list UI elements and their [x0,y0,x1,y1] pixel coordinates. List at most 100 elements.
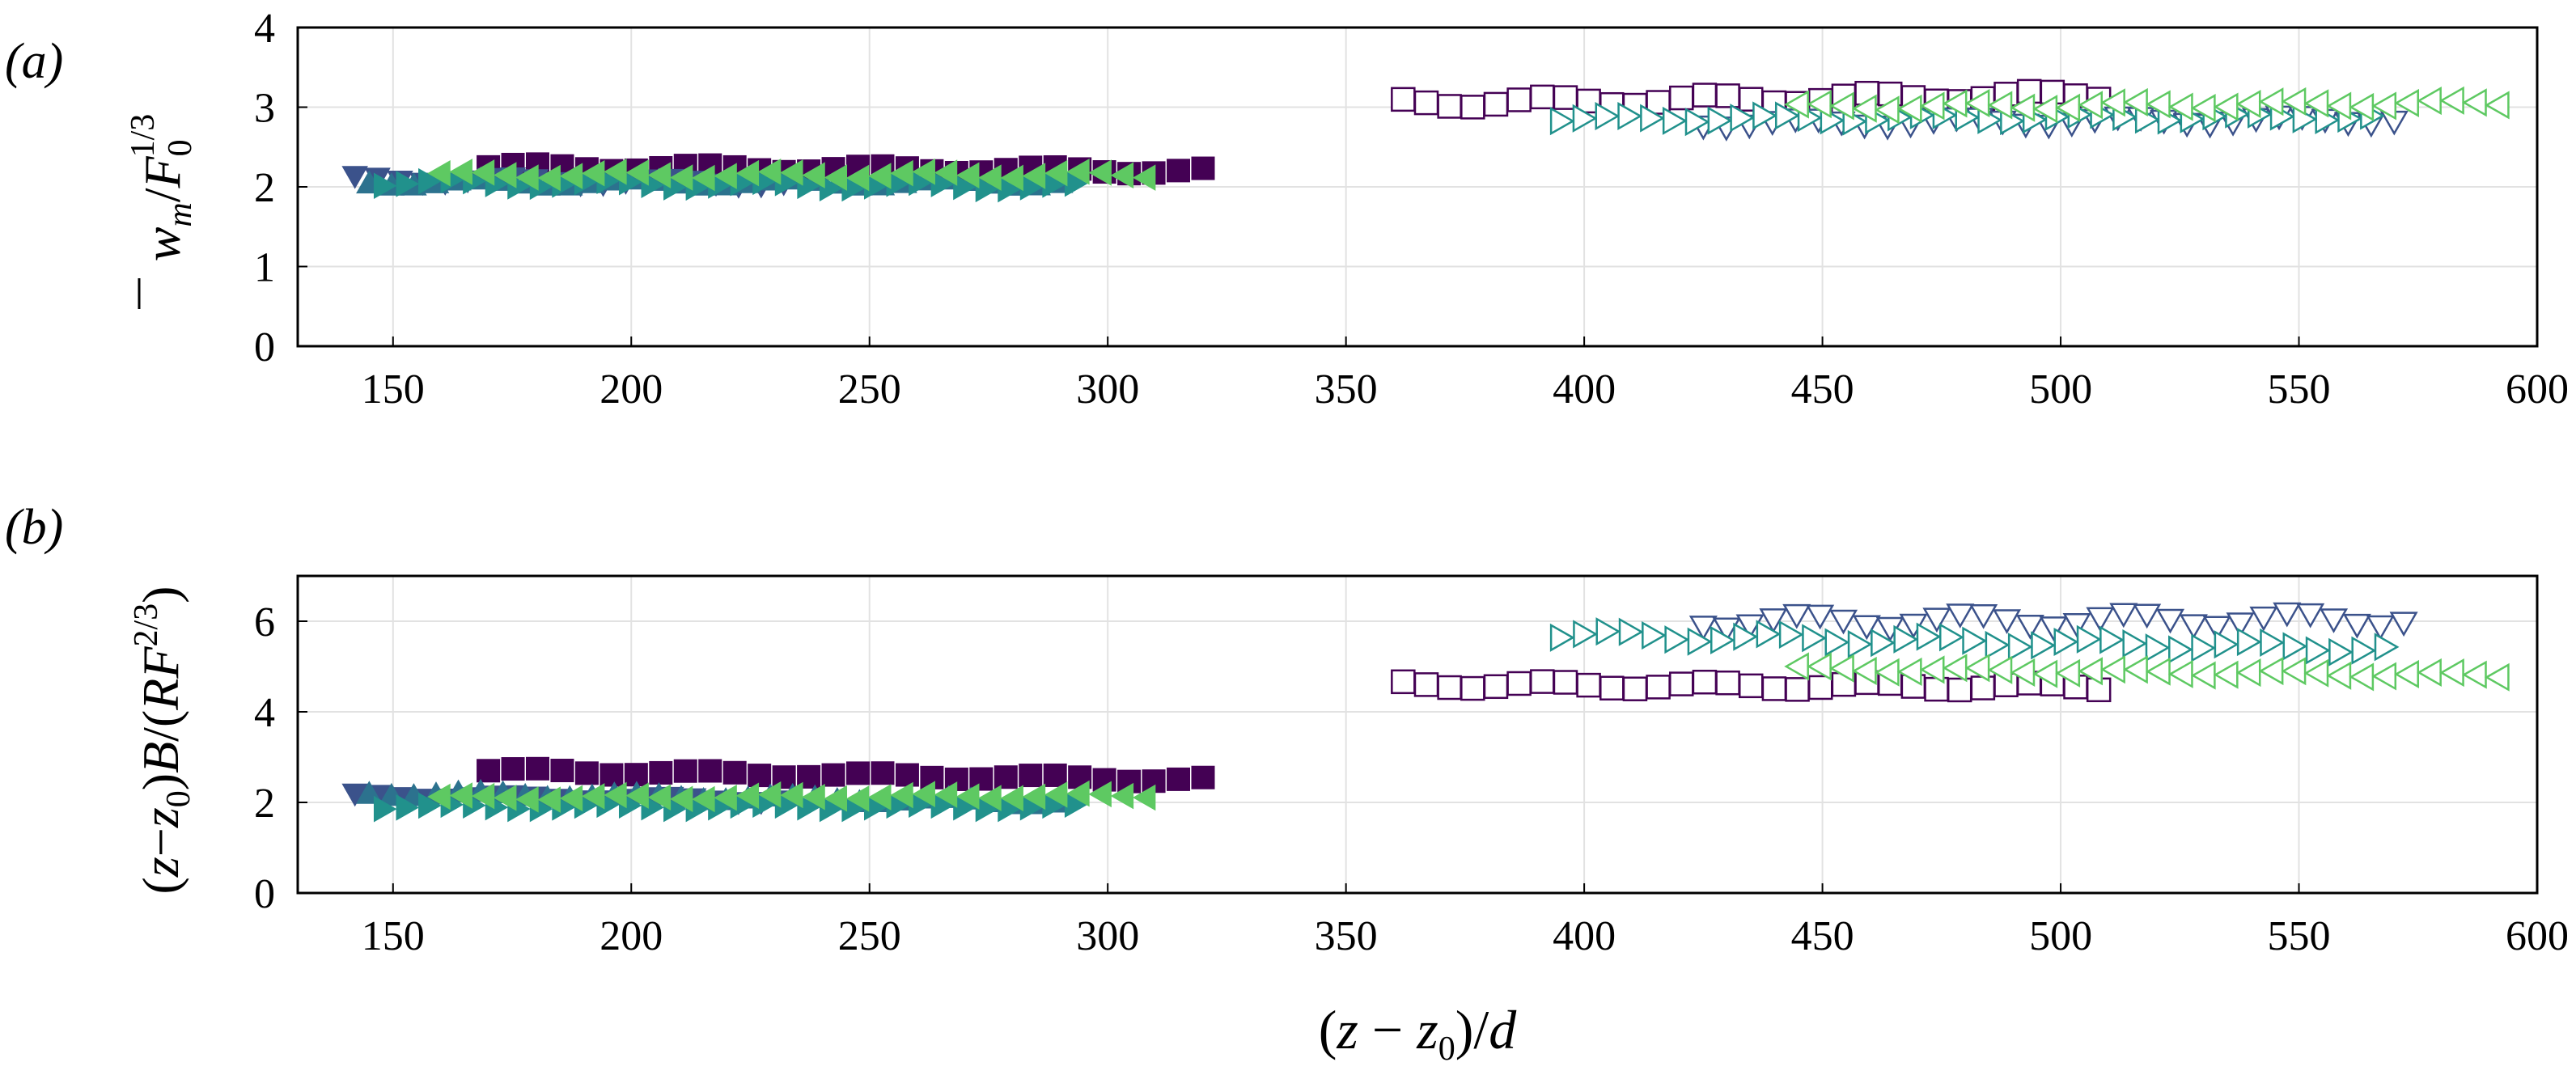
y-axis-label-a: wm/F01/3 [125,114,199,309]
data-point-filled-triangle-left [559,785,583,812]
data-point-filled-triangle-left [714,784,737,811]
y-tick-label: 0 [254,324,275,370]
data-point-filled-triangle-left [471,782,495,810]
data-point-filled-triangle-left [845,164,870,192]
x-tick-label: 400 [1553,913,1616,959]
data-point-open-triangle-left [1964,89,1990,118]
data-point-open-triangle-left [1784,652,1809,681]
data-point-open-triangle-right [2053,627,2079,657]
y-tick-label: 4 [254,6,275,52]
data-point-filled-triangle-right [373,795,397,823]
data-point-filled-square [574,761,599,785]
data-point-filled-triangle-left [427,160,451,187]
data-point-filled-triangle-left [1044,159,1068,187]
data-point-open-triangle-down [2202,616,2231,641]
plot-frame-b [296,574,2539,895]
data-point-filled-triangle-left [802,783,825,810]
data-point-open-triangle-down [2179,614,2208,640]
data-point-filled-triangle-left [934,781,958,808]
data-point-filled-triangle-left [427,783,451,810]
data-point-filled-square [748,764,772,788]
data-point-open-square [1739,673,1764,699]
data-point-filled-triangle-left [780,159,803,186]
data-point-open-triangle-down [1712,617,1741,643]
data-point-filled-square [1191,156,1215,180]
data-point-open-triangle-left [2123,655,2148,684]
x-tick-label: 500 [2029,913,2092,959]
data-point-open-square [1807,675,1833,700]
svg-text:(z − z0)/d: (z − z0)/d [1319,999,1518,1068]
data-point-open-triangle-left [2055,658,2081,688]
data-point-open-triangle-left [2439,86,2464,115]
data-point-filled-triangle-left [449,159,472,185]
y-tick-label: 3 [254,86,275,132]
data-point-open-triangle-left [2303,658,2329,688]
data-point-filled-triangle-left [1088,781,1112,808]
data-point-filled-triangle-left [1132,784,1156,811]
data-point-open-triangle-left [2462,88,2487,117]
data-point-open-triangle-right [1985,630,2010,659]
data-point-filled-square [1167,767,1191,791]
x-tick-label: 250 [838,366,901,413]
data-point-open-triangle-left [2326,91,2352,121]
data-point-open-triangle-left [2326,661,2352,690]
x-tick-label: 300 [1076,913,1139,959]
data-point-open-triangle-left [1896,94,1922,123]
data-point-open-triangle-right [2076,624,2102,654]
data-point-open-triangle-left [2167,659,2193,688]
y-tick-label: 2 [254,781,275,827]
data-point-open-triangle-down [2342,613,2371,639]
y-tick-label: 6 [254,599,275,645]
data-point-open-triangle-down [1852,615,1881,641]
data-point-open-triangle-right [1962,626,1988,655]
data-point-filled-triangle-right [975,176,999,203]
x-tick-label: 600 [2506,366,2569,413]
data-point-open-triangle-left [1942,654,1968,683]
data-point-open-triangle-left [2281,87,2307,116]
data-point-open-triangle-down [2319,608,2349,633]
y-tick-label: 1 [254,245,275,291]
panel-b: 150 200 250 300 350 400 450 500 550 600 0 2 4 6 (b) (… [5,500,2569,1068]
marks-b [341,602,2510,823]
data-point-filled-triangle-left [934,159,958,186]
data-point-open-triangle-right [2282,632,2308,661]
data-point-open-triangle-left [2258,656,2284,686]
data-point-filled-triangle-right [797,172,820,200]
data-point-filled-triangle-right [418,167,442,195]
data-point-open-square [1460,95,1485,120]
data-point-open-square [1669,671,1694,696]
data-point-open-triangle-left [2394,659,2419,688]
data-point-filled-triangle-left [625,159,649,186]
data-point-open-triangle-down [2039,616,2068,641]
data-point-open-square [1715,83,1740,108]
data-point-filled-triangle-left [1066,780,1090,807]
data-point-open-triangle-down [2086,607,2115,633]
x-tick-label: 200 [600,913,663,959]
data-point-open-triangle-down [1782,603,1811,629]
data-point-open-triangle-left [1852,94,1877,123]
data-point-filled-square [1043,763,1067,787]
data-point-filled-triangle-left [780,781,803,809]
data-point-open-triangle-right [1549,107,1575,136]
data-point-open-triangle-right [2191,633,2217,662]
data-point-filled-triangle-left [890,781,913,809]
data-point-filled-triangle-left [757,159,782,185]
data-point-open-triangle-right [1618,617,1644,646]
data-point-open-square [1553,670,1578,695]
data-point-open-triangle-right [1824,628,1850,657]
ticks-b: 150 200 250 300 350 400 450 500 550 600 0 2 4 6 [254,599,2569,959]
data-point-filled-triangle-left [1110,782,1134,810]
data-point-open-triangle-right [1684,108,1710,137]
x-tick-label: 450 [1791,366,1854,413]
data-point-open-triangle-right [1752,101,1777,130]
x-tick-label: 500 [2029,366,2092,413]
data-point-filled-triangle-left [449,782,472,809]
data-point-filled-triangle-right [953,794,977,821]
data-point-open-triangle-left [2371,91,2397,121]
data-point-open-triangle-right [1710,625,1735,655]
data-point-filled-square [846,761,871,785]
data-point-filled-triangle-left [604,159,627,185]
ylabel-a-F: F [133,155,191,188]
data-point-open-triangle-left [2484,662,2510,692]
